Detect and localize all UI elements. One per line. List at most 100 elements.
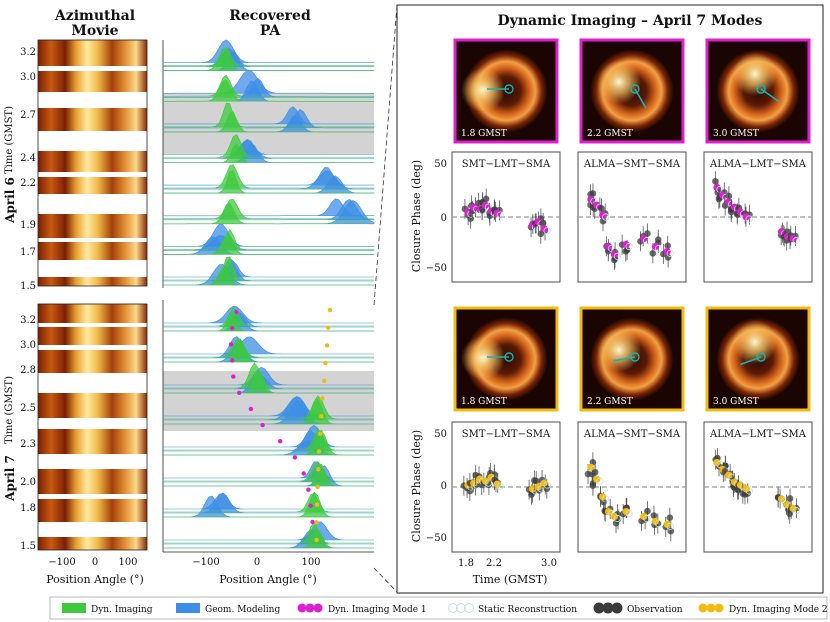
model-point <box>736 481 745 489</box>
dyn-ridge <box>163 307 374 327</box>
static-point <box>625 509 633 518</box>
geom-ridge <box>163 140 374 159</box>
ytick-label: 2.8 <box>20 365 36 376</box>
static-point <box>643 514 651 523</box>
legend-marker <box>714 603 724 613</box>
triangle-label: SMT−LMT−SMA <box>462 429 551 440</box>
dyn-ridge <box>162 164 375 189</box>
heatmap-april7 <box>38 304 147 550</box>
model-point <box>481 477 490 485</box>
xtick-label: 100 <box>301 557 320 568</box>
model-point <box>777 495 786 503</box>
dyn-ridge <box>163 371 374 394</box>
mode2-point <box>317 431 323 436</box>
data-gap <box>38 92 147 108</box>
pa-center <box>630 84 640 94</box>
pa-title-line2: PA <box>260 23 282 39</box>
model-point <box>725 471 733 479</box>
mode2-point <box>314 502 320 507</box>
pa-center <box>504 352 514 362</box>
static-point <box>745 487 753 495</box>
legend-marker <box>456 603 466 613</box>
geom-ridge <box>163 312 374 328</box>
dyn-ridge <box>163 312 374 332</box>
geom-ridge <box>163 138 374 155</box>
geom-ridge <box>162 48 375 67</box>
right-panel-title: Dynamic Imaging – April 7 Modes <box>498 13 763 29</box>
static-point <box>745 215 753 223</box>
mode1-point <box>306 487 311 492</box>
dyn-ridge <box>162 74 375 97</box>
ytick-label: 1.9 <box>20 220 36 231</box>
geom-ridge <box>163 366 374 386</box>
legend-marker <box>602 602 614 614</box>
dyn-ridge <box>162 202 375 225</box>
mode1-point <box>278 439 283 444</box>
data-gap <box>38 418 147 429</box>
legend-label: Observation <box>627 605 683 615</box>
legend-marker <box>305 603 315 613</box>
geom-ridge <box>163 521 374 541</box>
model-point <box>622 507 630 516</box>
heatmap-april6 <box>38 40 147 286</box>
geom-ridge <box>162 236 375 255</box>
model-point <box>470 203 478 211</box>
mode2-point <box>320 396 325 401</box>
data-gap <box>38 454 147 469</box>
geom-ridge <box>163 257 374 282</box>
closure-phase-panels: SMT−LMT−SMA ALMA−SMT−SMA ALMA−LMT−SMA SMT−L… <box>451 151 813 553</box>
xtick-label: −100 <box>192 557 219 568</box>
mode1-point <box>237 390 242 395</box>
gray-band <box>163 93 374 154</box>
xtick-label: 100 <box>118 557 137 568</box>
geom-ridge <box>163 336 374 355</box>
static-point <box>792 507 800 515</box>
heatmap-april7-yticks: 3.2 3.0 2.8 2.5 2.3 2.0 1.8 1.5 <box>20 315 36 552</box>
pa-center <box>756 352 766 362</box>
static-point <box>654 519 663 528</box>
ytick-label: 3.2 <box>20 315 36 326</box>
observation-point <box>591 468 599 476</box>
hotspot <box>597 60 641 104</box>
ytick-label: 1.8 <box>20 503 36 514</box>
legend-item-static: Static Reconstruction <box>448 603 577 615</box>
ytick-label: 2.5 <box>20 403 36 414</box>
triangle-label: ALMA−LMT−SMA <box>709 159 807 170</box>
ridge-lines-april6 <box>162 39 375 286</box>
model-point <box>599 493 607 501</box>
image-time-label: 3.0 GMST <box>713 397 759 407</box>
static-point <box>613 514 622 523</box>
geom-ridge <box>163 336 374 359</box>
ridge-xticks: −100 0 100 <box>192 557 320 568</box>
mode2-point <box>322 378 327 383</box>
geom-ridge <box>162 199 375 221</box>
dyn-ridge <box>162 198 375 220</box>
mode1-point <box>301 471 306 476</box>
geom-ridge <box>163 396 374 417</box>
static-point <box>666 522 674 530</box>
model-point <box>493 480 501 488</box>
observation-point <box>664 254 672 261</box>
ridge-april7 <box>162 300 374 553</box>
static-point <box>596 477 604 485</box>
data-gap <box>38 345 147 350</box>
image-time-label: 1.8 GMST <box>461 397 507 407</box>
cp-yticks-mode2: 50 0 −50 <box>426 429 447 544</box>
data-gap <box>38 323 147 327</box>
model-point <box>599 211 607 219</box>
observation-point <box>666 514 674 521</box>
ytick-label: 50 <box>434 429 447 440</box>
image-frame <box>705 38 811 144</box>
ytick-label: 0 <box>441 213 447 224</box>
xtick-label: −100 <box>48 557 75 568</box>
ridge-april6 <box>162 39 375 288</box>
static-point <box>496 211 504 219</box>
heatmap-april6-yticks: 3.2 3.0 2.7 2.4 2.2 1.9 1.7 1.5 <box>20 47 36 292</box>
static-point <box>543 481 551 489</box>
model-point <box>587 463 595 471</box>
observation-point <box>539 219 547 227</box>
hotspot <box>461 336 505 380</box>
mode1-point <box>231 374 236 379</box>
legend-item-observation: Observation <box>593 602 683 615</box>
